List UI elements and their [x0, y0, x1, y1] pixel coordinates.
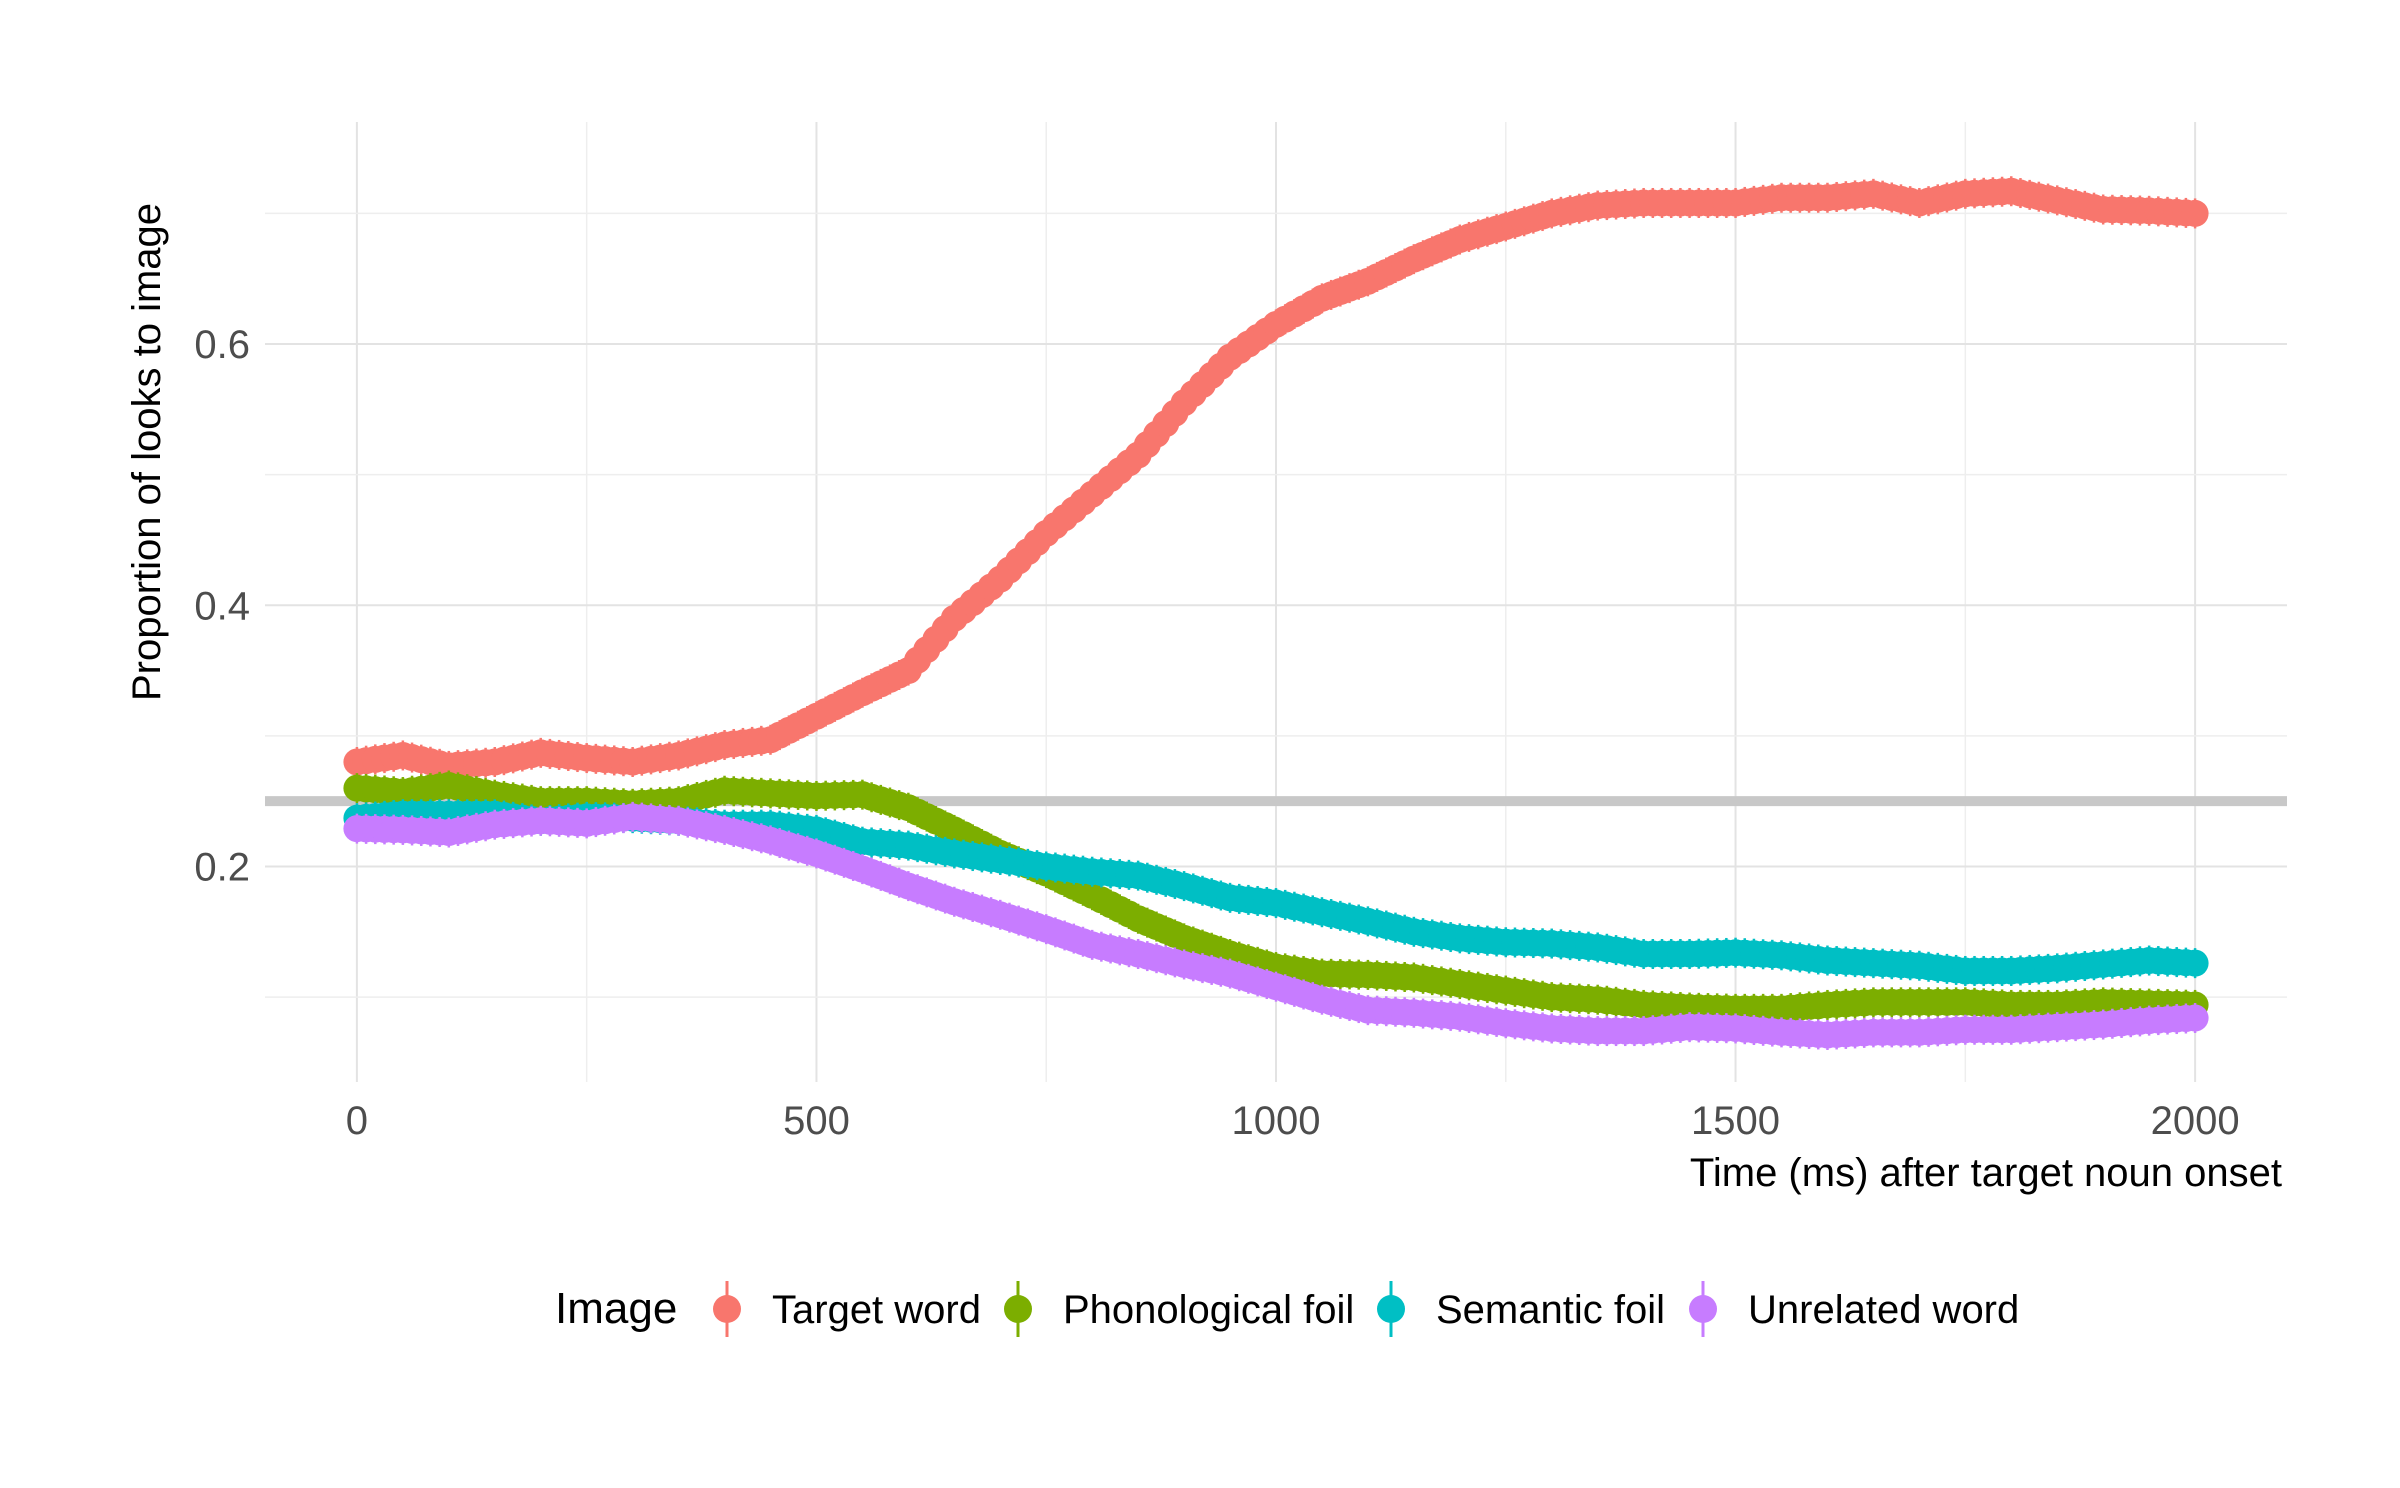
data-point: [2181, 949, 2209, 977]
legend-label: Phonological foil: [1063, 1288, 1354, 1332]
x-tick-label: 1500: [1691, 1099, 1780, 1143]
y-tick-label: 0.2: [194, 845, 250, 889]
x-axis-title: Time (ms) after target noun onset: [1690, 1151, 2282, 1195]
x-tick-label: 500: [783, 1099, 850, 1143]
axis-tick-labels: 0 500 1000 1500 2000 0.2 0.4 0.6: [194, 323, 2239, 1143]
y-axis-title: Proportion of looks to image: [125, 203, 169, 701]
y-tick-label: 0.6: [194, 323, 250, 367]
series-layer: [343, 176, 2209, 1050]
data-point: [2181, 1004, 2209, 1032]
legend-item-unrelated-word: Unrelated word: [1689, 1281, 2019, 1337]
legend-key-point: [1377, 1295, 1405, 1323]
series-target-word: [343, 176, 2209, 781]
legend-items: Target word Phonological foil Semantic foi…: [713, 1281, 2019, 1337]
x-tick-label: 1000: [1232, 1099, 1321, 1143]
x-tick-label: 0: [346, 1099, 368, 1143]
legend-item-semantic-foil: Semantic foil: [1377, 1281, 1665, 1337]
legend-title: Image: [555, 1284, 677, 1333]
legend-label: Target word: [772, 1288, 981, 1332]
legend-key-point: [1689, 1295, 1717, 1323]
legend-key-point: [713, 1295, 741, 1323]
series-unrelated-word: [343, 801, 2209, 1050]
legend-item-target-word: Target word: [713, 1281, 981, 1337]
data-point: [2181, 199, 2209, 227]
legend-label: Unrelated word: [1748, 1288, 2019, 1332]
legend-key-point: [1004, 1295, 1032, 1323]
legend: Image Target word Phonological foil Semant…: [555, 1281, 2019, 1337]
x-tick-label: 2000: [2151, 1099, 2240, 1143]
legend-item-phonological-foil: Phonological foil: [1004, 1281, 1354, 1337]
y-tick-label: 0.4: [194, 584, 250, 628]
legend-label: Semantic foil: [1436, 1288, 1665, 1332]
series-phonological-foil: [343, 770, 2209, 1024]
